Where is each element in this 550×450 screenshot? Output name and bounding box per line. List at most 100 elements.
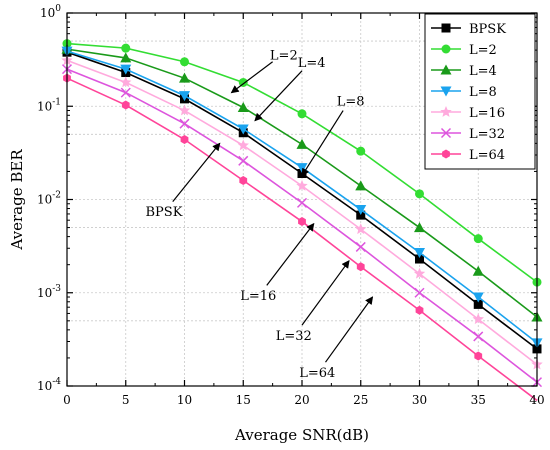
legend-item-l-2: L=2 [431,43,497,58]
y-tick-exponent: -2 [52,191,61,201]
legend-label-l-4: L=4 [469,64,497,79]
annotation-arrow-l-2 [230,61,273,94]
marker-circle [180,57,189,67]
series-l-32 [61,64,543,388]
y-tick-base: 10 [37,286,52,300]
annotation-label-l-4: L=4 [298,56,326,71]
marker-hexagon [474,351,483,361]
annotation-arrow-l-64 [325,296,374,363]
x-tick-label: 30 [412,393,427,407]
annotation-arrow-l-16 [266,222,315,286]
marker-cross [440,127,452,139]
marker-triangle-up [296,138,308,149]
x-tick-label: 25 [353,393,368,407]
x-tick-label: 10 [177,393,192,407]
marker-hexagon [442,149,450,159]
annotation-label-bpsk: BPSK [145,205,182,220]
marker-square [441,23,451,33]
y-tick-label: 10-4 [37,377,61,393]
marker-hexagon [356,262,365,272]
marker-triangle-up [472,265,484,276]
annotation-arrow-l-8 [301,110,344,177]
marker-square [356,210,366,220]
marker-triangle-down [120,64,132,75]
marker-hexagon [239,175,248,185]
y-tick-label: 10-1 [37,97,61,113]
marker-triangle-down [237,124,249,135]
annotation-arrow-l-32 [301,260,350,326]
y-tick-label: 10-2 [37,191,61,207]
annotation-label-l-2: L=2 [270,49,298,64]
legend-item-l-16: L=16 [431,106,505,121]
marker-cross [473,331,484,342]
marker-circle [238,77,248,87]
marker-cross [238,155,249,166]
y-tick-base: 10 [37,99,52,113]
marker-star [472,313,484,325]
marker-triangle-up [355,180,367,191]
series-l-8 [61,46,543,349]
legend-item-l-4: L=4 [431,64,497,79]
y-tick-exponent: -3 [52,284,61,294]
marker-star [296,179,308,191]
y-axis-title: Average BER [8,149,26,251]
marker-circle [356,146,366,156]
marker-triangle-up [440,64,452,75]
marker-cross [120,87,131,98]
legend: BPSK L=2 L=4 L=8 L=16 L=32 L=64 [424,13,536,170]
marker-circle [441,44,451,54]
x-tick-label: 20 [294,393,309,407]
marker-cross [179,118,190,129]
marker-hexagon [415,305,424,315]
annotation-label-l-16: L=16 [240,289,276,304]
marker-square [415,254,424,264]
y-tick-label: 10-3 [37,284,61,300]
marker-hexagon [180,135,189,144]
legend-label-bpsk: BPSK [469,22,506,37]
annotation-label-l-64: L=64 [299,366,335,381]
marker-cross [414,287,425,298]
marker-cross [355,241,366,252]
legend-item-bpsk: BPSK [431,22,506,37]
y-tick-label: 100 [40,4,61,20]
legend-label-l-64: L=64 [469,148,505,163]
marker-triangle-down [472,292,484,303]
marker-star [440,106,452,117]
x-tick-label: 35 [471,393,486,407]
marker-hexagon [121,100,130,110]
marker-triangle-up [414,222,425,233]
marker-star [120,76,132,88]
x-tick-label: 0 [63,393,71,407]
x-tick-label: 15 [236,393,251,407]
legend-label-l-2: L=2 [469,43,497,58]
y-tick-base: 10 [40,6,55,20]
legend-label-l-32: L=32 [469,127,505,142]
x-axis-title: Average SNR(dB) [234,426,369,444]
marker-star [355,223,367,235]
marker-triangle-down [414,248,425,259]
legend-item-l-8: L=8 [431,85,497,100]
y-tick-exponent: 0 [55,4,61,14]
x-tick-label: 40 [529,393,544,407]
y-tick-base: 10 [37,193,52,207]
marker-star [413,267,426,279]
marker-circle [415,189,424,199]
marker-hexagon [298,217,306,227]
marker-star [178,104,191,116]
marker-square [473,299,483,309]
annotation-arrow-bpsk [172,142,221,202]
y-tick-base: 10 [37,379,52,393]
marker-star [237,139,249,151]
series-l-16 [61,54,543,370]
marker-circle [121,43,131,53]
marker-triangle-down [179,91,190,102]
annotation-arrow-l-4 [254,70,303,122]
marker-cross [296,197,308,208]
marker-triangle-down [440,86,452,97]
marker-circle [473,234,483,244]
series-l-2 [62,39,542,287]
annotation-label-l-32: L=32 [276,329,312,344]
legend-item-l-64: L=64 [431,148,505,163]
